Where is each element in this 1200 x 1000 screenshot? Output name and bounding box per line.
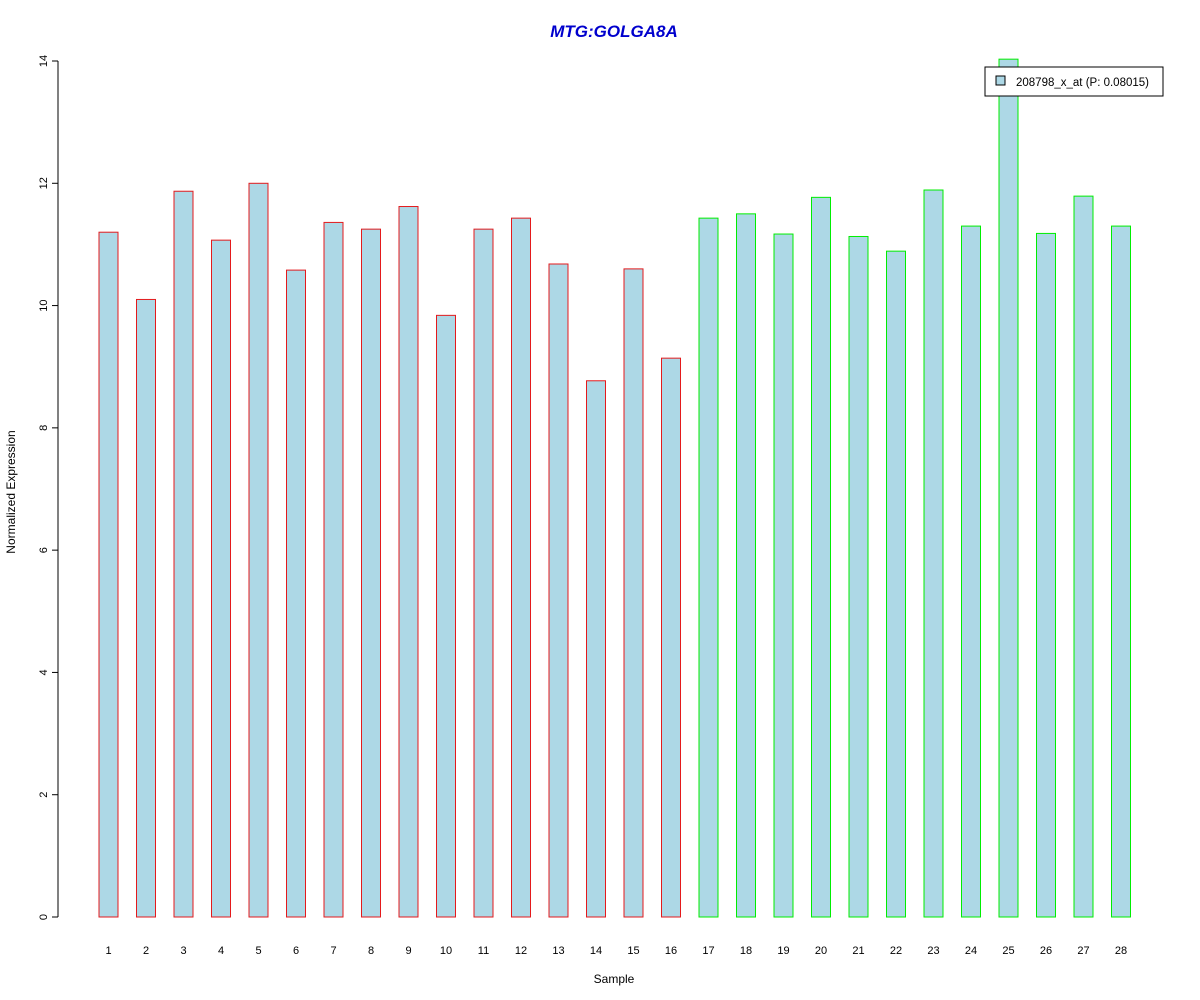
bar-sample-27 <box>1073 195 1094 918</box>
x-tick-label: 25 <box>1002 945 1014 957</box>
y-tick-label: 6 <box>38 547 50 553</box>
bar-sample-19 <box>773 233 794 918</box>
x-tick-label: 15 <box>627 945 639 957</box>
bar-sample-24 <box>961 225 981 918</box>
legend-box <box>984 66 1164 97</box>
x-tick-label: 21 <box>852 945 864 957</box>
x-tick-label: 7 <box>330 945 336 957</box>
bar-sample-3 <box>173 190 194 918</box>
x-tick-label: 19 <box>777 945 789 957</box>
bar-sample-14 <box>586 380 606 918</box>
bar-sample-8 <box>361 228 381 918</box>
x-tick-label: 18 <box>740 945 752 957</box>
x-tick-label: 22 <box>890 945 902 957</box>
bar-sample-9 <box>398 206 419 918</box>
bar-sample-11 <box>473 228 494 918</box>
x-tick-label: 16 <box>665 945 677 957</box>
bar-sample-23 <box>923 189 944 918</box>
bar-sample-22 <box>886 250 906 918</box>
bar-sample-13 <box>548 263 569 918</box>
y-tick-label: 8 <box>38 425 50 431</box>
y-tick-label: 2 <box>38 792 50 798</box>
x-tick-label: 26 <box>1040 945 1052 957</box>
bar-sample-7 <box>323 221 344 918</box>
x-tick-label: 24 <box>965 945 977 957</box>
x-tick-label: 1 <box>105 945 111 957</box>
bar-sample-6 <box>286 269 306 918</box>
x-tick-label: 5 <box>255 945 261 957</box>
legend-swatch <box>995 75 1006 86</box>
y-tick-label: 0 <box>38 914 50 920</box>
y-axis: 0 2 4 6 8 10 12 14 <box>38 55 59 920</box>
x-tick-label: 28 <box>1115 945 1127 957</box>
x-tick-label: 12 <box>515 945 527 957</box>
bar-sample-17 <box>698 217 719 918</box>
y-tick-label: 4 <box>38 669 50 675</box>
bar-sample-28 <box>1111 225 1131 918</box>
x-tick-label: 23 <box>927 945 939 957</box>
x-tick-label: 3 <box>180 945 186 957</box>
x-tick-label: 10 <box>440 945 452 957</box>
bar-sample-2 <box>136 298 156 918</box>
legend: 208798_x_at (P: 0.08015) <box>984 66 1164 97</box>
bar-sample-4 <box>211 239 231 918</box>
bar-sample-20 <box>811 196 831 918</box>
x-tick-label: 6 <box>293 945 299 957</box>
x-tick-label: 20 <box>815 945 827 957</box>
x-tick-label: 13 <box>552 945 564 957</box>
x-tick-label: 27 <box>1077 945 1089 957</box>
bar-sample-5 <box>248 182 269 918</box>
bar-sample-25 <box>998 58 1019 918</box>
bars-group <box>98 58 1131 918</box>
x-tick-label: 9 <box>405 945 411 957</box>
bar-sample-18 <box>736 213 756 918</box>
bar-sample-15 <box>623 268 644 918</box>
bar-sample-10 <box>436 314 456 918</box>
x-tick-labels: 1 2 3 4 5 6 7 8 9 10 11 12 13 14 15 16 17 18 19 20 21 22 23 24 2… <box>105 945 1127 957</box>
y-tick-label: 10 <box>38 299 50 311</box>
y-axis-label: Normalized Expression <box>4 430 18 553</box>
bar-sample-16 <box>661 357 681 918</box>
x-tick-label: 17 <box>702 945 714 957</box>
bar-sample-26 <box>1036 232 1056 918</box>
y-tick-label: 14 <box>38 55 50 67</box>
x-tick-label: 8 <box>368 945 374 957</box>
legend-label: 208798_x_at (P: 0.08015) <box>1016 77 1149 89</box>
bar-sample-12 <box>511 217 531 918</box>
x-tick-label: 11 <box>478 945 489 957</box>
x-tick-label: 2 <box>143 945 149 957</box>
y-tick-label: 12 <box>38 177 50 189</box>
bar-sample-1 <box>98 231 119 918</box>
x-axis-label: Sample <box>594 972 635 986</box>
bar-sample-21 <box>848 235 869 918</box>
x-tick-label: 4 <box>218 945 224 957</box>
x-tick-label: 14 <box>590 945 602 957</box>
chart-title: MTG:GOLGA8A <box>550 22 678 41</box>
